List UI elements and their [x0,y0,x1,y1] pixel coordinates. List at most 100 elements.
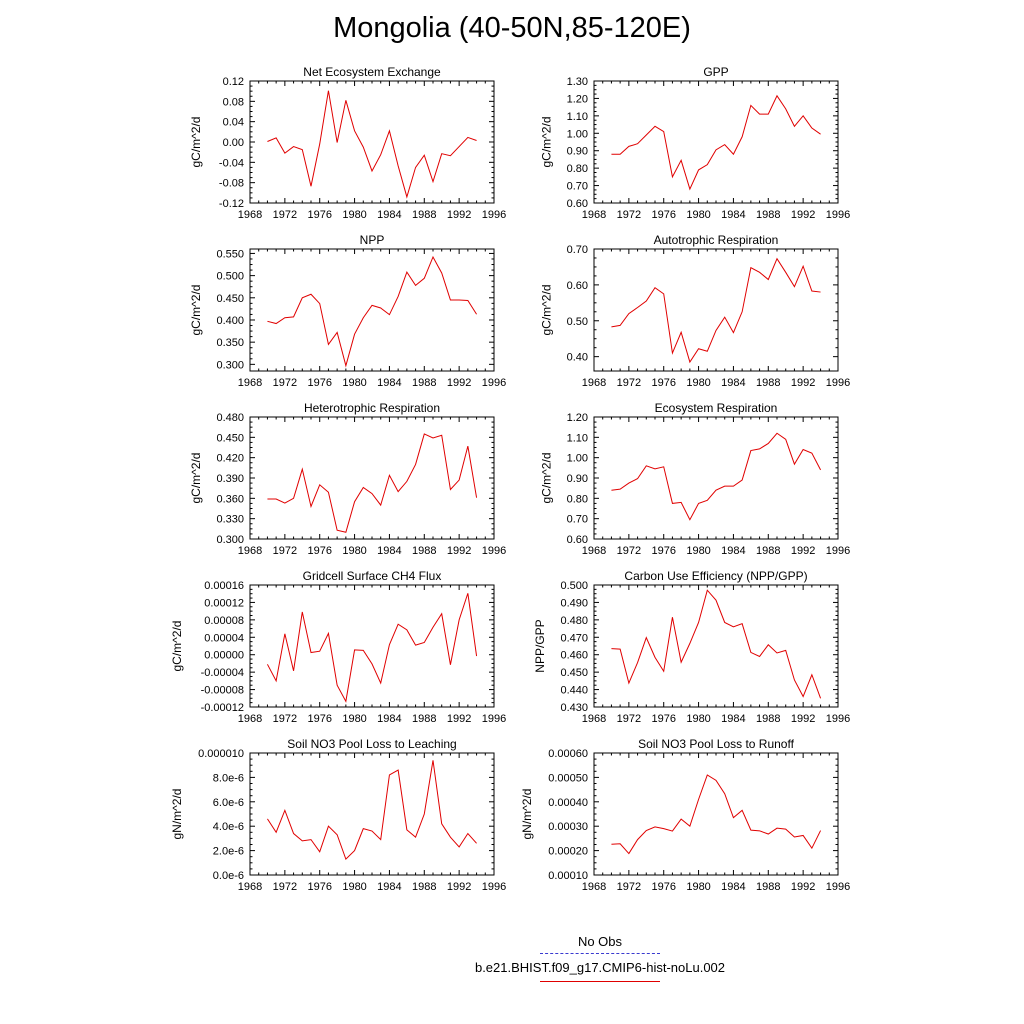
y-tick-label: 1.20 [567,412,588,424]
x-tick-label: 1968 [582,377,606,389]
x-tick-label: 1996 [482,881,506,893]
plot-frame [593,416,839,540]
y-tick-label: 0.450 [216,432,244,444]
y-axis-label: gN/m^2/d [520,789,534,840]
chart-panel-10: Soil NO3 Pool Loss to Runoff 1968 1972 1976… [520,737,850,893]
x-tick-label: 1984 [377,881,401,893]
x-tick-label: 1992 [791,881,815,893]
panel-title: Soil NO3 Pool Loss to Runoff [638,737,795,751]
series-line-1 [267,433,478,533]
x-tick-label: 1996 [826,209,850,221]
y-axis-label: gC/m^2/d [189,453,203,504]
y-axis-label: gN/m^2/d [170,789,184,840]
x-tick-label: 1992 [791,545,815,557]
x-tick-label: 1996 [482,209,506,221]
y-tick-label: 0.12 [223,76,244,88]
x-tick-label: 1976 [307,209,331,221]
y-tick-label: 0.00000 [204,650,244,662]
y-tick-label: -0.08 [219,178,244,190]
panel-title: Net Ecosystem Exchange [303,65,441,79]
x-tick-label: 1968 [238,881,262,893]
y-tick-label: 0.360 [216,493,244,505]
x-tick-label: 1980 [686,713,710,725]
figure-title: Mongolia (40-50N,85-120E) [333,12,691,44]
y-axis-label: gC/m^2/d [539,117,553,168]
legend-obs-label: No Obs [577,934,623,949]
x-tick-label: 1996 [482,713,506,725]
series-line-1 [611,94,821,191]
y-tick-label: 0.550 [216,248,244,260]
y-tick-label: 0.60 [567,534,588,546]
x-tick-label: 1992 [447,881,471,893]
x-tick-label: 1972 [273,209,297,221]
y-tick-label: 0.90 [567,473,588,485]
y-tick-label: 0.300 [216,359,244,371]
y-tick-label: -0.00008 [201,685,244,697]
series-line-1 [611,774,822,855]
x-tick-label: 1976 [651,881,675,893]
x-tick-label: 1984 [377,209,401,221]
series-line-1 [267,760,477,861]
y-axis-label: gC/m^2/d [539,285,553,336]
y-tick-label: 0.04 [223,117,244,129]
x-tick-label: 1972 [273,713,297,725]
y-tick-label: 0.440 [560,685,588,697]
panel-title: Ecosystem Respiration [655,401,778,415]
y-tick-label: 0.000010 [198,748,244,760]
x-tick-label: 1992 [791,377,815,389]
plot-frame [593,80,839,204]
x-tick-label: 1996 [826,713,850,725]
x-tick-label: 1976 [307,881,331,893]
y-tick-label: -0.12 [219,198,244,210]
y-tick-label: 2.0e-6 [213,846,244,858]
chart-panel-7: Gridcell Surface CH4 Flux 1968 1972 1976 198… [170,569,506,725]
x-tick-label: 1996 [826,545,850,557]
y-axis-label: NPP/GPP [533,619,547,672]
y-tick-label: 0.350 [216,337,244,349]
x-tick-label: 1972 [273,545,297,557]
y-tick-label: 0.00040 [548,797,588,809]
y-tick-label: -0.00004 [201,667,244,679]
plot-frame [249,584,495,708]
chart-panel-4: Autotrophic Respiration 1968 1972 1976 1980 1… [539,233,850,389]
x-tick-label: 1992 [791,713,815,725]
y-tick-label: 0.450 [216,293,244,305]
x-tick-label: 1996 [826,377,850,389]
y-tick-label: 0.490 [560,597,588,609]
x-tick-label: 1976 [307,377,331,389]
x-tick-label: 1968 [582,881,606,893]
chart-panel-6: Ecosystem Respiration 1968 1972 1976 1980 198… [539,401,850,557]
y-tick-label: 0.00012 [204,597,244,609]
x-tick-label: 1972 [617,209,641,221]
plot-frame [593,752,839,876]
x-tick-label: 1968 [238,713,262,725]
y-tick-label: 0.390 [216,473,244,485]
y-tick-label: 0.40 [567,352,588,364]
x-tick-label: 1988 [412,713,436,725]
y-tick-label: 8.0e-6 [213,772,244,784]
y-tick-label: 0.60 [567,280,588,292]
y-tick-label: 0.70 [567,181,588,193]
x-tick-label: 1988 [412,881,436,893]
y-tick-label: 0.430 [560,702,588,714]
y-tick-label: 0.450 [560,667,588,679]
x-tick-label: 1980 [342,545,366,557]
x-tick-label: 1984 [721,545,745,557]
legend-case-line [540,981,660,982]
plot-frame [249,248,495,372]
y-tick-label: 0.80 [567,493,588,505]
y-tick-label: 0.00016 [204,580,244,592]
panel-title: Gridcell Surface CH4 Flux [303,569,442,583]
x-tick-label: 1980 [342,377,366,389]
series-line-1 [611,257,821,364]
x-tick-label: 1972 [617,545,641,557]
series-line-1 [611,589,822,699]
y-tick-label: 1.00 [567,128,588,140]
panel-title: GPP [703,65,728,79]
x-tick-label: 1972 [273,377,297,389]
plot-frame [249,416,495,540]
y-tick-label: 0.00050 [548,772,588,784]
panel-title: Heterotrophic Respiration [304,401,440,415]
y-tick-label: 0.300 [216,534,244,546]
